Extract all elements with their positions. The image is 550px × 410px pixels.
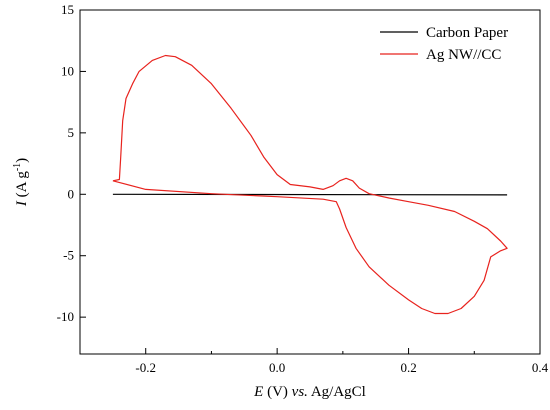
x-tick-label: 0.4 [532, 360, 549, 375]
y-tick-label: 15 [61, 2, 74, 17]
x-axis-ticks: -0.2 0.0 0.2 0.4 [135, 348, 549, 375]
y-tick-label: 5 [68, 125, 75, 140]
series-layer [112, 54, 508, 315]
y-tick-label: 0 [68, 186, 75, 201]
x-axis-label-unit: (V) [263, 384, 291, 400]
y-axis-label-close: ) [14, 158, 30, 163]
y-axis-label-unit: (A g [14, 171, 30, 202]
x-axis-label-vs: vs. [292, 384, 308, 400]
x-axis-label-symbol: E [253, 384, 263, 400]
y-axis-ticks: -10 -5 0 5 10 15 [57, 2, 86, 324]
x-tick-label: 0.2 [400, 360, 416, 375]
y-tick-label: -10 [57, 309, 74, 324]
x-axis-label: E (V) vs. Ag/AgCl [253, 384, 366, 400]
legend: Carbon Paper Ag NW//CC [380, 25, 508, 63]
x-tick-label: -0.2 [135, 360, 156, 375]
x-tick-label: 0.0 [269, 360, 285, 375]
y-tick-label: -5 [63, 248, 74, 263]
legend-label-0: Carbon Paper [426, 25, 508, 41]
series-line-0 [112, 193, 508, 196]
series-line-1 [112, 54, 508, 315]
y-tick-label: 10 [61, 63, 74, 78]
plot-frame [79, 9, 541, 355]
y-axis-label-exponent: -1 [12, 163, 23, 171]
y-axis-label: I (A g-1) [12, 158, 30, 207]
x-axis-label-ref: Ag/AgCl [308, 384, 366, 400]
legend-label-1: Ag NW//CC [426, 47, 501, 63]
y-axis-label-symbol: I [14, 200, 30, 207]
